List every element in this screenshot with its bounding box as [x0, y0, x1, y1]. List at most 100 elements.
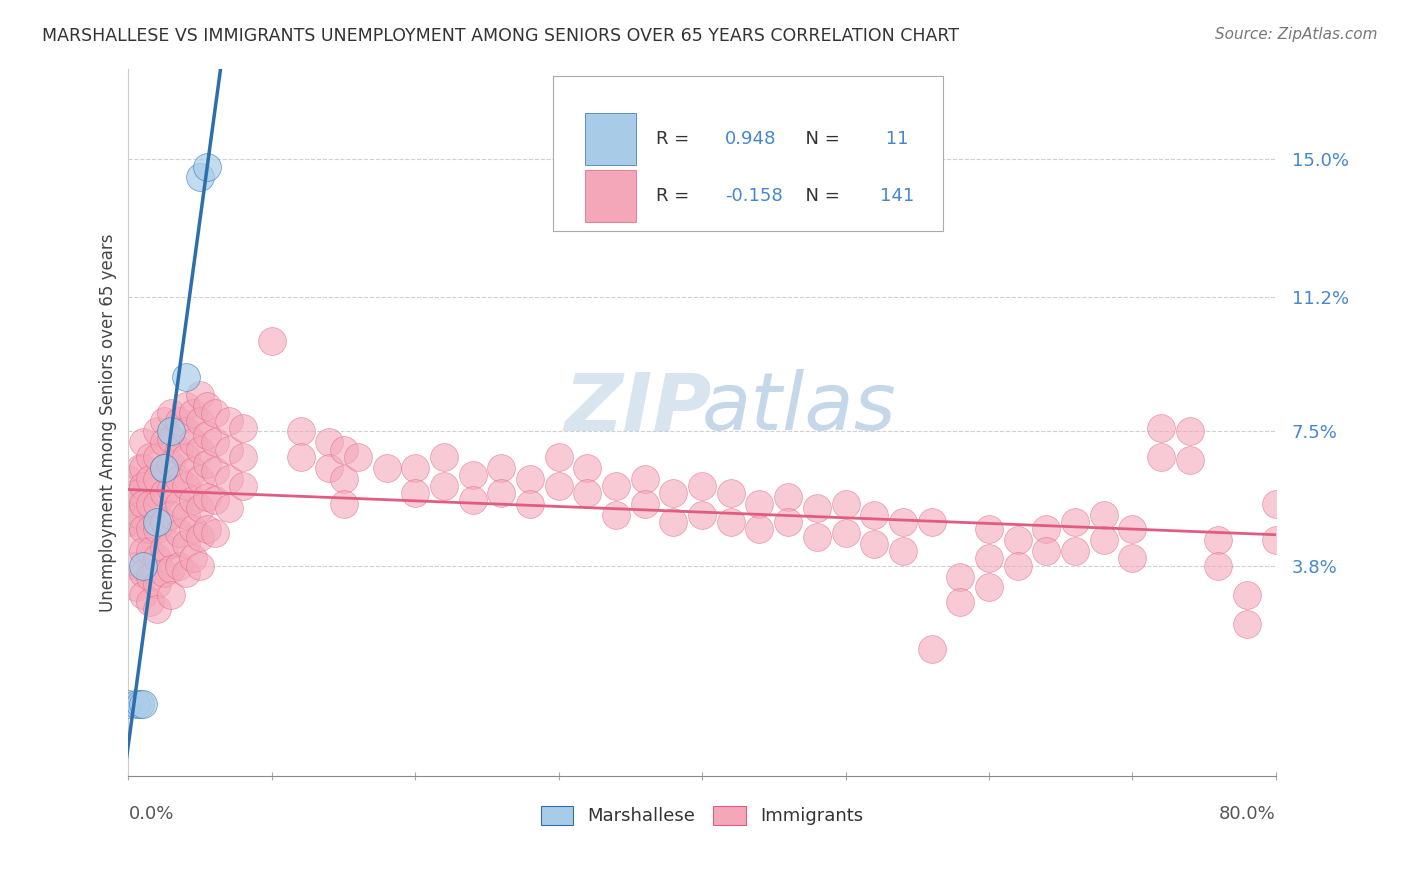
- Point: [195, 428, 218, 442]
- Point: [195, 457, 218, 471]
- Point: [576, 486, 599, 500]
- Point: [174, 537, 197, 551]
- Text: MARSHALLESE VS IMMIGRANTS UNEMPLOYMENT AMONG SENIORS OVER 65 YEARS CORRELATION C: MARSHALLESE VS IMMIGRANTS UNEMPLOYMENT A…: [42, 27, 959, 45]
- Point: [146, 602, 169, 616]
- Point: [977, 551, 1000, 566]
- Text: N =: N =: [794, 187, 845, 205]
- Text: atlas: atlas: [702, 369, 897, 447]
- Point: [146, 551, 169, 566]
- Point: [139, 569, 162, 583]
- Point: [188, 388, 211, 402]
- Point: [547, 450, 569, 464]
- Point: [132, 558, 155, 573]
- Point: [1208, 558, 1230, 573]
- Point: [153, 460, 176, 475]
- Point: [204, 493, 226, 508]
- Text: Source: ZipAtlas.com: Source: ZipAtlas.com: [1215, 27, 1378, 42]
- Point: [132, 697, 155, 711]
- Point: [863, 537, 886, 551]
- Point: [174, 399, 197, 413]
- Point: [174, 450, 197, 464]
- Point: [132, 544, 155, 558]
- Point: [132, 588, 155, 602]
- Point: [188, 472, 211, 486]
- Point: [921, 515, 943, 529]
- Point: [863, 508, 886, 522]
- Point: [167, 413, 190, 427]
- Point: [634, 497, 657, 511]
- Point: [204, 435, 226, 450]
- Point: [117, 497, 139, 511]
- Point: [1121, 551, 1143, 566]
- Point: [491, 486, 513, 500]
- Point: [1236, 588, 1258, 602]
- Point: [124, 515, 146, 529]
- Text: R =: R =: [657, 130, 695, 148]
- Point: [146, 515, 169, 529]
- Point: [519, 497, 541, 511]
- Point: [139, 595, 162, 609]
- Point: [1035, 523, 1057, 537]
- Point: [977, 581, 1000, 595]
- Point: [218, 500, 240, 515]
- Point: [167, 497, 190, 511]
- Point: [806, 500, 828, 515]
- Point: [174, 566, 197, 580]
- Point: [662, 486, 685, 500]
- Text: 0.948: 0.948: [725, 130, 776, 148]
- Point: [834, 497, 856, 511]
- Point: [153, 541, 176, 555]
- Point: [218, 472, 240, 486]
- Point: [778, 515, 800, 529]
- Point: [1092, 533, 1115, 548]
- Point: [332, 497, 354, 511]
- Point: [124, 697, 146, 711]
- Point: [117, 515, 139, 529]
- Point: [117, 472, 139, 486]
- Point: [139, 450, 162, 464]
- Point: [949, 595, 972, 609]
- Point: [124, 533, 146, 548]
- Point: [167, 526, 190, 541]
- Point: [132, 435, 155, 450]
- Point: [132, 497, 155, 511]
- Point: [188, 558, 211, 573]
- Point: [160, 432, 183, 446]
- Point: [204, 406, 226, 420]
- Point: [834, 526, 856, 541]
- Point: [124, 486, 146, 500]
- Point: [153, 566, 176, 580]
- Point: [153, 460, 176, 475]
- Point: [153, 515, 176, 529]
- Text: N =: N =: [794, 130, 845, 148]
- Point: [891, 544, 914, 558]
- Point: [181, 551, 204, 566]
- Point: [188, 530, 211, 544]
- Point: [605, 508, 627, 522]
- Point: [1064, 515, 1087, 529]
- Point: [720, 486, 742, 500]
- Point: [129, 697, 152, 711]
- Point: [232, 421, 254, 435]
- Point: [1264, 497, 1286, 511]
- Point: [160, 406, 183, 420]
- Point: [181, 406, 204, 420]
- Point: [204, 464, 226, 478]
- Point: [181, 464, 204, 478]
- Point: [519, 472, 541, 486]
- Point: [204, 526, 226, 541]
- Point: [433, 479, 456, 493]
- Point: [1121, 523, 1143, 537]
- Point: [195, 399, 218, 413]
- Point: [690, 508, 713, 522]
- Point: [1178, 453, 1201, 467]
- Point: [188, 413, 211, 427]
- Point: [748, 523, 770, 537]
- Point: [748, 497, 770, 511]
- Point: [160, 562, 183, 576]
- Point: [146, 450, 169, 464]
- Point: [188, 442, 211, 457]
- Point: [232, 479, 254, 493]
- Point: [167, 558, 190, 573]
- Point: [1264, 533, 1286, 548]
